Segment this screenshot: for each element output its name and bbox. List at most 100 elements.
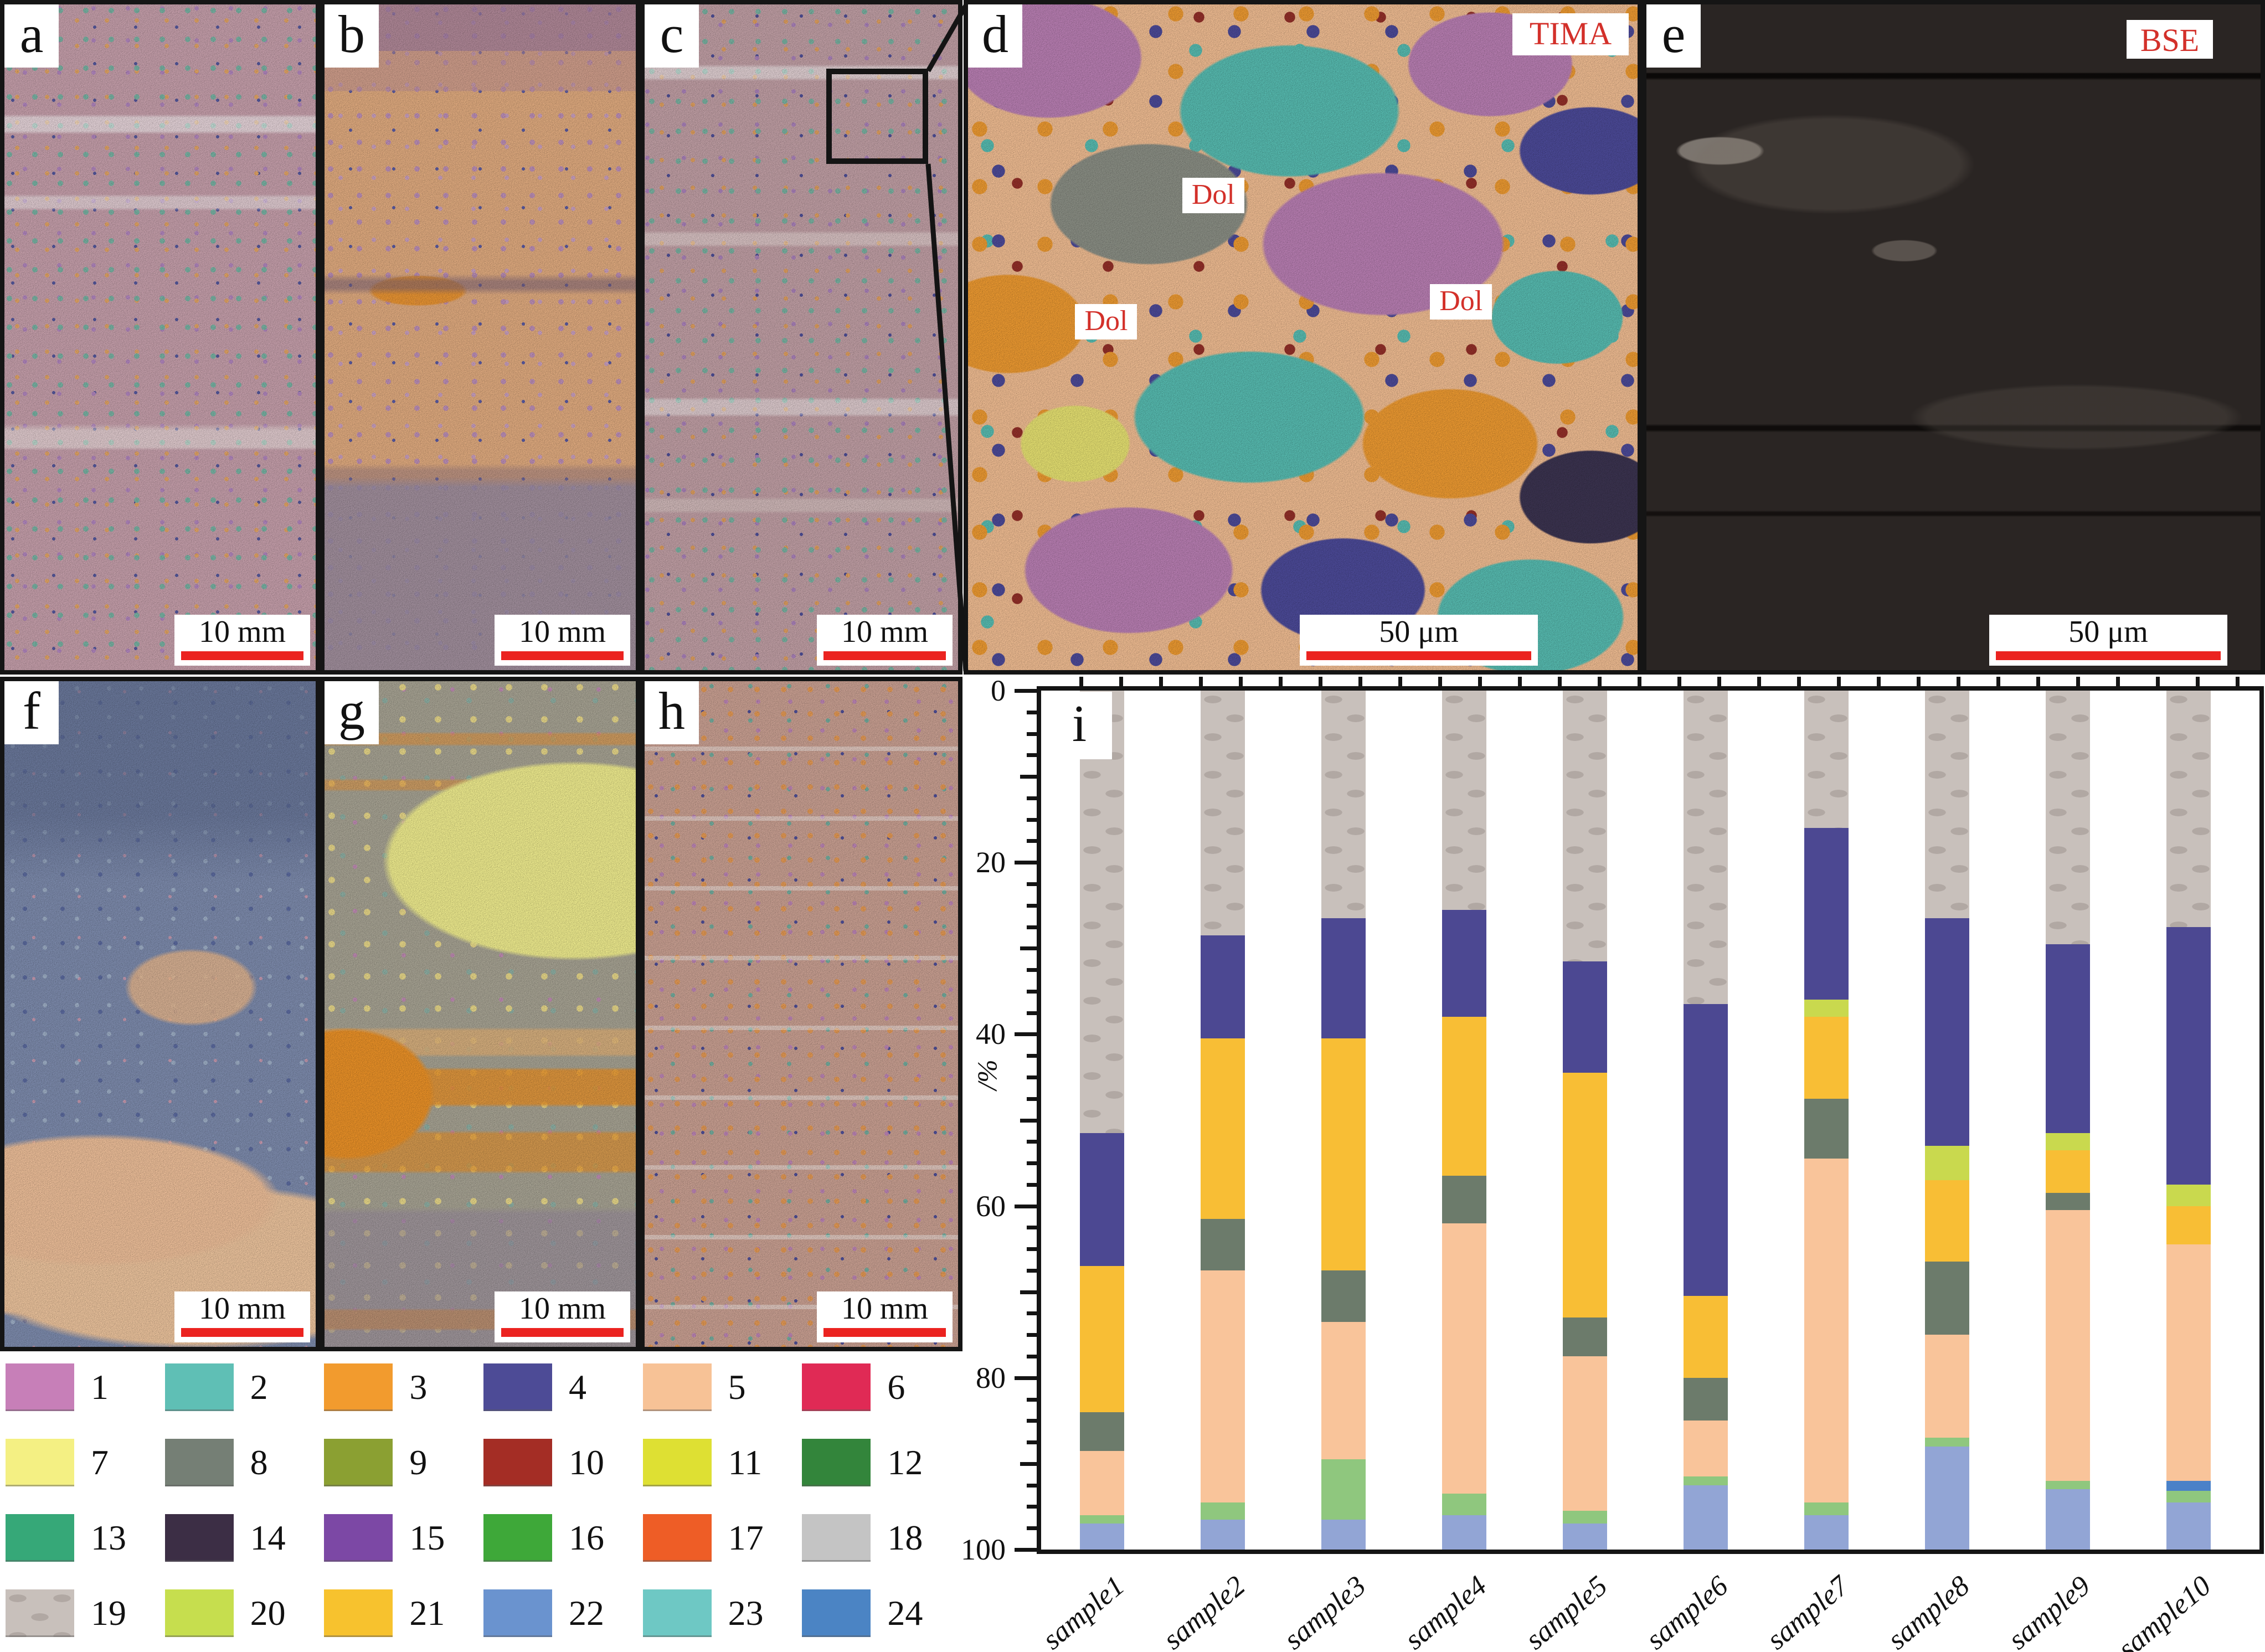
legend-swatch-24 <box>802 1589 871 1637</box>
segment-mineral-21 <box>1201 1038 1245 1219</box>
top-tick <box>1199 677 1203 691</box>
legend-swatch-11 <box>642 1439 712 1486</box>
segment-mineral-20 <box>2166 1184 2211 1206</box>
legend-item-7: 7 <box>6 1439 165 1486</box>
top-tick <box>1996 677 2000 691</box>
top-tick <box>2076 677 2080 691</box>
y-tick <box>1027 1182 1037 1187</box>
y-tick <box>1020 1118 1037 1123</box>
y-tick-label: 80 <box>976 1361 1006 1394</box>
legend-swatch-10 <box>483 1439 552 1486</box>
legend-item-8: 8 <box>164 1439 325 1486</box>
legend-item-1: 1 <box>6 1363 165 1411</box>
segment-mineral-4 <box>1804 828 1849 1000</box>
top-tick <box>1358 677 1362 691</box>
top-tick <box>2156 677 2160 691</box>
scale-bar: 50 μm <box>1989 615 2227 666</box>
panel-b-tima-map: b 10 mm <box>320 0 640 675</box>
legend-number: 7 <box>91 1443 109 1482</box>
top-tick <box>2196 677 2200 691</box>
y-tick <box>1027 1268 1037 1273</box>
panel-a-tima-map: a 10 mm <box>0 0 320 675</box>
scale-bar-rule <box>181 651 303 660</box>
top-tick <box>1917 677 1921 691</box>
stacked-bar-sample10 <box>2166 691 2211 1550</box>
segment-mineral-8 <box>1804 1098 1849 1159</box>
y-tick <box>1015 1376 1037 1380</box>
segment-mineral-4 <box>1321 918 1366 1039</box>
panel-letter: h <box>645 681 699 744</box>
top-tick <box>1877 677 1881 691</box>
segment-mineral-22 <box>1201 1519 1245 1550</box>
segment-mineral-4 <box>1201 935 1245 1039</box>
y-tick <box>1027 1247 1037 1252</box>
scale-bar-text: 10 mm <box>198 1291 286 1326</box>
legend-number: 9 <box>409 1443 428 1482</box>
y-tick <box>1020 775 1037 779</box>
y-tick <box>1020 1290 1037 1294</box>
segment-mineral-8 <box>1321 1270 1366 1322</box>
segment-mineral-21 <box>2166 1206 2211 1245</box>
legend-number: 16 <box>568 1518 604 1557</box>
top-tick <box>1837 677 1841 691</box>
panel-letter: a <box>4 4 59 68</box>
top-tick <box>1079 677 1083 691</box>
legend-item-13: 13 <box>6 1514 165 1562</box>
top-tick <box>1159 677 1163 691</box>
y-tick <box>1027 903 1037 908</box>
stacked-bar-sample9 <box>2046 691 2090 1550</box>
segment-mineral-21 <box>1563 1073 1607 1318</box>
segment-mineral-19 <box>2046 691 2090 944</box>
legend-item-9: 9 <box>324 1439 483 1486</box>
segment-mineral-16 <box>2166 1491 2211 1502</box>
segment-mineral-5 <box>1080 1450 1124 1515</box>
top-tick <box>1717 677 1721 691</box>
segment-mineral-4 <box>1563 961 1607 1073</box>
top-tick <box>1438 677 1442 691</box>
y-tick <box>1027 1140 1037 1144</box>
segment-mineral-4 <box>1442 909 1486 1017</box>
legend-item-21: 21 <box>324 1589 483 1637</box>
segment-mineral-22 <box>1684 1485 1728 1550</box>
scale-bar: 10 mm <box>495 615 630 666</box>
noise-texture <box>645 681 958 1347</box>
stacked-bar-sample8 <box>1925 691 1969 1550</box>
legend-swatch-23 <box>642 1589 712 1637</box>
stacked-bar-sample6 <box>1684 691 1728 1550</box>
segment-mineral-21 <box>1442 1017 1486 1176</box>
legend-number: 12 <box>887 1443 923 1482</box>
panel-letter: g <box>325 681 379 744</box>
legend-item-18: 18 <box>802 1514 961 1562</box>
y-tick-label: 20 <box>976 846 1006 879</box>
y-tick <box>1027 710 1037 714</box>
legend-item-19: 19 <box>6 1589 165 1637</box>
legend-number: 1 <box>91 1367 109 1407</box>
zoom-region-rect <box>826 69 928 164</box>
scale-bar-text: 50 μm <box>1379 615 1459 649</box>
segment-mineral-8 <box>1080 1412 1124 1451</box>
x-axis-label: sample1 <box>1036 1569 1131 1652</box>
scale-bar-text: 50 μm <box>2068 615 2148 649</box>
segment-mineral-16 <box>1563 1511 1607 1524</box>
x-axis-label: sample6 <box>1640 1569 1734 1652</box>
y-tick <box>1027 968 1037 972</box>
x-axis-label: sample5 <box>1519 1569 1614 1652</box>
segment-mineral-5 <box>1804 1159 1849 1502</box>
panel-letter: d <box>968 4 1022 68</box>
y-tick <box>1015 1548 1037 1552</box>
top-tick <box>1677 677 1681 691</box>
segment-mineral-16 <box>1804 1502 1849 1515</box>
legend-swatch-22 <box>483 1589 552 1637</box>
segment-mineral-22 <box>1442 1515 1486 1550</box>
panel-letter: e <box>1646 4 1701 68</box>
segment-mineral-22 <box>1080 1524 1124 1550</box>
scale-bar-rule <box>501 651 624 660</box>
legend-number: 15 <box>409 1518 445 1557</box>
legend-swatch-4 <box>483 1363 552 1411</box>
legend-swatch-8 <box>164 1439 234 1486</box>
top-tick <box>1638 677 1641 691</box>
legend-number: 20 <box>250 1593 286 1633</box>
segment-mineral-21 <box>2046 1150 2090 1193</box>
segment-mineral-22 <box>1925 1446 1969 1550</box>
